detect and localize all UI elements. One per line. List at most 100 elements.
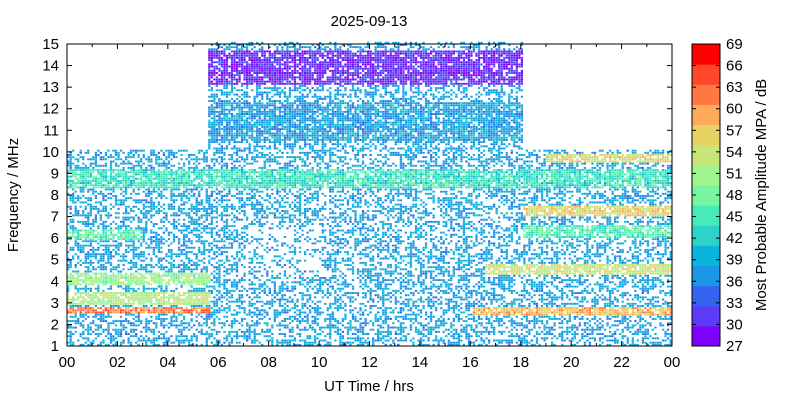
heat-cell	[124, 216, 128, 219]
heat-cell	[112, 266, 115, 269]
heat-cell	[200, 289, 203, 292]
heat-cell	[205, 333, 208, 335]
heat-cell	[225, 238, 229, 241]
heat-cell	[185, 184, 188, 187]
heat-cell	[152, 266, 155, 269]
heat-cell	[182, 195, 186, 197]
heat-cell	[142, 171, 145, 174]
heat-cell	[135, 192, 138, 195]
heat-cell	[235, 113, 239, 115]
heat-cell	[82, 343, 85, 346]
heat-cell	[203, 160, 206, 163]
heat-cell	[210, 311, 213, 314]
heat-cell	[193, 188, 196, 191]
heat-cell	[97, 149, 100, 152]
heat-cell	[132, 251, 135, 254]
heat-cell	[198, 182, 201, 184]
heat-cell	[72, 192, 75, 195]
heat-cell	[220, 283, 224, 286]
heat-cell	[112, 311, 115, 314]
heat-cell	[188, 276, 191, 279]
heat-cell	[137, 188, 140, 191]
heat-cell	[235, 192, 239, 195]
heat-cell	[253, 195, 256, 197]
heat-cell	[175, 320, 178, 323]
heat-cell	[97, 285, 100, 288]
heat-cell	[79, 171, 82, 174]
heat-cell	[99, 177, 103, 180]
heat-cell	[251, 257, 254, 260]
heat-cell	[203, 220, 206, 223]
heat-cell	[266, 251, 269, 254]
heat-cell	[213, 108, 216, 111]
heat-cell	[104, 283, 108, 286]
heat-cell	[245, 93, 249, 96]
heat-cell	[94, 268, 97, 271]
heat-cell	[230, 136, 234, 139]
heat-cell	[180, 149, 183, 152]
heat-cell	[145, 212, 148, 215]
heat-cell	[94, 201, 97, 204]
heat-cell	[240, 253, 244, 256]
heat-cell	[77, 281, 80, 284]
heat-cell	[117, 203, 120, 206]
heat-cell	[140, 302, 143, 305]
heat-cell	[175, 253, 178, 256]
plot-area	[66, 41, 673, 347]
heat-cell	[92, 169, 95, 172]
heat-cell	[94, 240, 97, 243]
heat-cell	[243, 54, 246, 57]
heat-cell	[215, 240, 218, 243]
heat-cell	[112, 305, 115, 307]
heat-cell	[145, 166, 148, 169]
heat-cell	[150, 240, 153, 243]
heat-cell	[225, 307, 229, 310]
heat-cell	[97, 231, 100, 234]
heat-cell	[162, 184, 166, 187]
heat-cell	[266, 119, 269, 122]
heat-cell	[142, 302, 145, 305]
heat-cell	[195, 264, 198, 266]
heat-cell	[180, 302, 183, 305]
heat-cell	[258, 242, 261, 245]
heat-cell	[152, 337, 155, 340]
heat-cell	[263, 281, 266, 284]
heat-cell	[114, 298, 118, 301]
heat-cell	[218, 264, 221, 266]
heat-cell	[228, 289, 231, 292]
heat-cell	[69, 207, 72, 210]
heat-cell	[223, 177, 226, 180]
heat-cell	[152, 201, 155, 204]
heat-cell	[130, 298, 133, 301]
heat-cell	[87, 276, 90, 279]
heat-cell	[89, 169, 92, 172]
heat-cell	[145, 341, 148, 344]
heat-cell	[218, 322, 221, 325]
heat-cell	[92, 261, 95, 264]
heat-cell	[89, 164, 92, 167]
heat-cell	[215, 220, 218, 223]
heat-cell	[172, 173, 176, 176]
heat-cell	[175, 317, 178, 320]
heat-cell	[124, 199, 128, 202]
heat-cell	[157, 188, 161, 191]
heat-cell	[258, 59, 261, 62]
heat-cell	[213, 72, 216, 74]
heat-cell	[195, 220, 198, 223]
heat-cell	[235, 158, 239, 161]
heat-cell	[79, 156, 82, 159]
heat-cell	[114, 283, 118, 286]
heat-cell	[218, 214, 221, 217]
heat-cell	[77, 179, 80, 182]
heat-cell	[109, 231, 113, 234]
heat-cell	[218, 125, 221, 128]
heat-cell	[157, 238, 161, 241]
heat-cell	[137, 272, 140, 275]
heat-cell	[132, 272, 135, 275]
heat-cell	[160, 296, 163, 299]
heat-cell	[195, 188, 198, 191]
heat-cell	[228, 296, 231, 299]
heat-cell	[190, 207, 193, 210]
heat-cell	[84, 307, 87, 310]
heat-cell	[67, 320, 70, 323]
